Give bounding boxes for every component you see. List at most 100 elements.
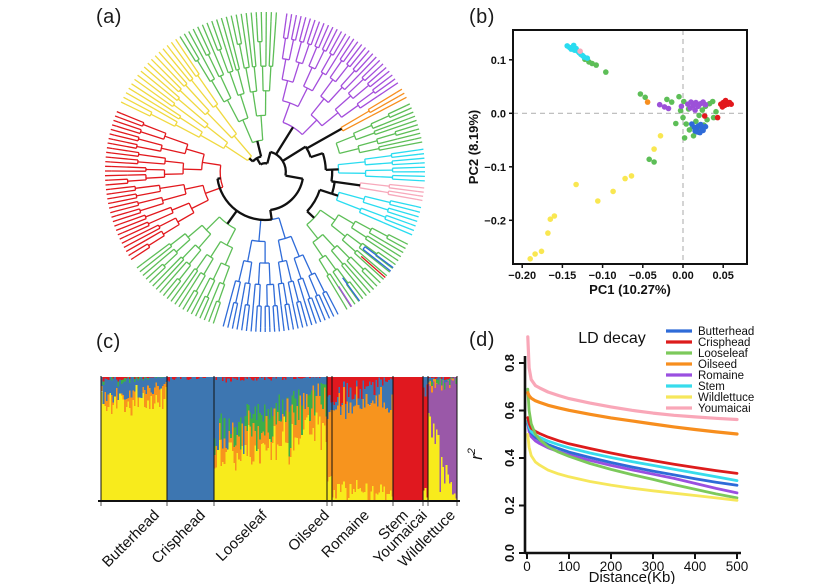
ancestry-segment bbox=[252, 377, 255, 381]
ancestry-segment bbox=[129, 377, 132, 380]
ancestry-segment bbox=[251, 436, 254, 465]
ancestry-segment bbox=[436, 379, 439, 383]
ancestry-segment bbox=[189, 379, 192, 500]
y-tick-label: 0.6 bbox=[502, 401, 517, 419]
ancestry-segment bbox=[217, 450, 220, 500]
ancestry-segment bbox=[439, 380, 442, 493]
tree-backbone bbox=[216, 126, 361, 225]
ancestry-segment bbox=[112, 377, 115, 379]
ancestry-segment bbox=[247, 405, 250, 411]
ancestry-segment bbox=[101, 391, 103, 500]
ancestry-segment bbox=[275, 460, 278, 500]
ancestry-segment bbox=[205, 377, 208, 500]
ancestry-segment bbox=[388, 493, 391, 500]
scatter-point bbox=[551, 213, 558, 219]
ancestry-segment bbox=[246, 430, 249, 456]
ancestry-segment bbox=[320, 450, 323, 500]
ancestry-segment bbox=[429, 386, 432, 417]
ancestry-segment bbox=[155, 395, 158, 500]
ancestry-segment bbox=[340, 492, 342, 500]
x-tick-label: 0.00 bbox=[672, 270, 693, 282]
ancestry-segment bbox=[432, 379, 435, 382]
tree-sector-orange bbox=[340, 88, 407, 132]
ancestry-segment bbox=[368, 381, 371, 406]
legend-item-stem: Stem bbox=[666, 381, 725, 393]
ancestry-segment bbox=[238, 377, 241, 422]
ancestry-segment bbox=[437, 377, 440, 381]
ancestry-segment bbox=[168, 381, 171, 500]
scatter-point bbox=[545, 230, 551, 236]
ancestry-segment bbox=[453, 377, 456, 494]
ancestry-segment bbox=[124, 399, 127, 412]
ancestry-segment bbox=[122, 382, 125, 396]
ancestry-segment bbox=[214, 438, 216, 456]
ancestry-segment bbox=[143, 378, 146, 390]
scatter-point bbox=[714, 114, 721, 121]
ancestry-segment bbox=[349, 483, 352, 500]
ancestry-segment bbox=[260, 433, 263, 444]
ancestry-segment bbox=[297, 377, 300, 379]
ancestry-segment bbox=[238, 459, 241, 500]
ancestry-segment bbox=[132, 377, 135, 378]
scatter-point bbox=[693, 118, 699, 125]
ld-curve-romaine bbox=[526, 422, 739, 495]
ancestry-segment bbox=[428, 377, 430, 379]
ancestry-segment bbox=[105, 377, 108, 380]
ancestry-segment bbox=[132, 390, 135, 400]
ancestry-segment bbox=[362, 377, 365, 381]
ancestry-segment bbox=[268, 438, 271, 500]
ancestry-segment bbox=[357, 398, 360, 405]
ancestry-segment bbox=[137, 378, 140, 381]
ancestry-segment bbox=[257, 449, 260, 500]
ancestry-segment bbox=[160, 388, 163, 500]
ancestry-segment bbox=[436, 383, 439, 430]
ancestry-segment bbox=[220, 377, 223, 414]
ancestry-segment bbox=[129, 390, 132, 409]
ancestry-segment bbox=[317, 377, 320, 384]
ancestry-segment bbox=[302, 429, 305, 500]
ancestry-segment bbox=[255, 419, 258, 451]
ancestry-segment bbox=[297, 444, 300, 500]
ancestry-segment bbox=[223, 438, 226, 465]
ancestry-segment bbox=[288, 464, 291, 500]
ancestry-segment bbox=[309, 434, 312, 500]
ancestry-segment bbox=[262, 377, 265, 422]
ancestry-segment bbox=[247, 377, 250, 406]
ancestry-segment bbox=[330, 475, 333, 500]
ld-curve-butterhead bbox=[526, 419, 739, 487]
ancestry-segment bbox=[222, 448, 225, 462]
ancestry-segment bbox=[450, 377, 453, 379]
ld-curve-stem bbox=[526, 419, 739, 483]
ancestry-segment bbox=[349, 387, 352, 403]
ancestry-segment bbox=[302, 377, 305, 378]
ld-curve-oilseed bbox=[526, 391, 739, 436]
ancestry-segment bbox=[241, 377, 244, 380]
scatter-point bbox=[696, 112, 702, 119]
ancestry-segment bbox=[142, 377, 145, 380]
ancestry-segment bbox=[135, 377, 138, 379]
ancestry-segment bbox=[135, 385, 138, 500]
ancestry-segment bbox=[167, 377, 169, 381]
ancestry-segment bbox=[314, 415, 317, 442]
scatter-point bbox=[668, 99, 675, 105]
ancestry-segment bbox=[125, 377, 128, 379]
group-label-looseleaf: Looseleaf bbox=[213, 506, 272, 565]
ancestry-segment bbox=[381, 377, 384, 386]
ancestry-segment bbox=[452, 380, 455, 495]
admixture-bars bbox=[101, 377, 458, 500]
ancestry-segment bbox=[293, 378, 296, 392]
pca-points-youmaicai bbox=[577, 48, 583, 54]
ancestry-segment bbox=[262, 431, 265, 443]
ancestry-segment bbox=[310, 390, 313, 409]
ancestry-segment bbox=[239, 380, 242, 418]
ancestry-segment bbox=[333, 377, 336, 405]
y-tick-label: 0.8 bbox=[502, 354, 517, 372]
ancestry-segment bbox=[448, 379, 451, 385]
ancestry-segment bbox=[440, 380, 443, 386]
ancestry-segment bbox=[291, 404, 294, 424]
ancestry-segment bbox=[268, 418, 271, 439]
ancestry-segment bbox=[309, 421, 312, 435]
ancestry-segment bbox=[426, 497, 429, 500]
ancestry-segment bbox=[450, 379, 453, 483]
ancestry-segment bbox=[110, 413, 113, 500]
